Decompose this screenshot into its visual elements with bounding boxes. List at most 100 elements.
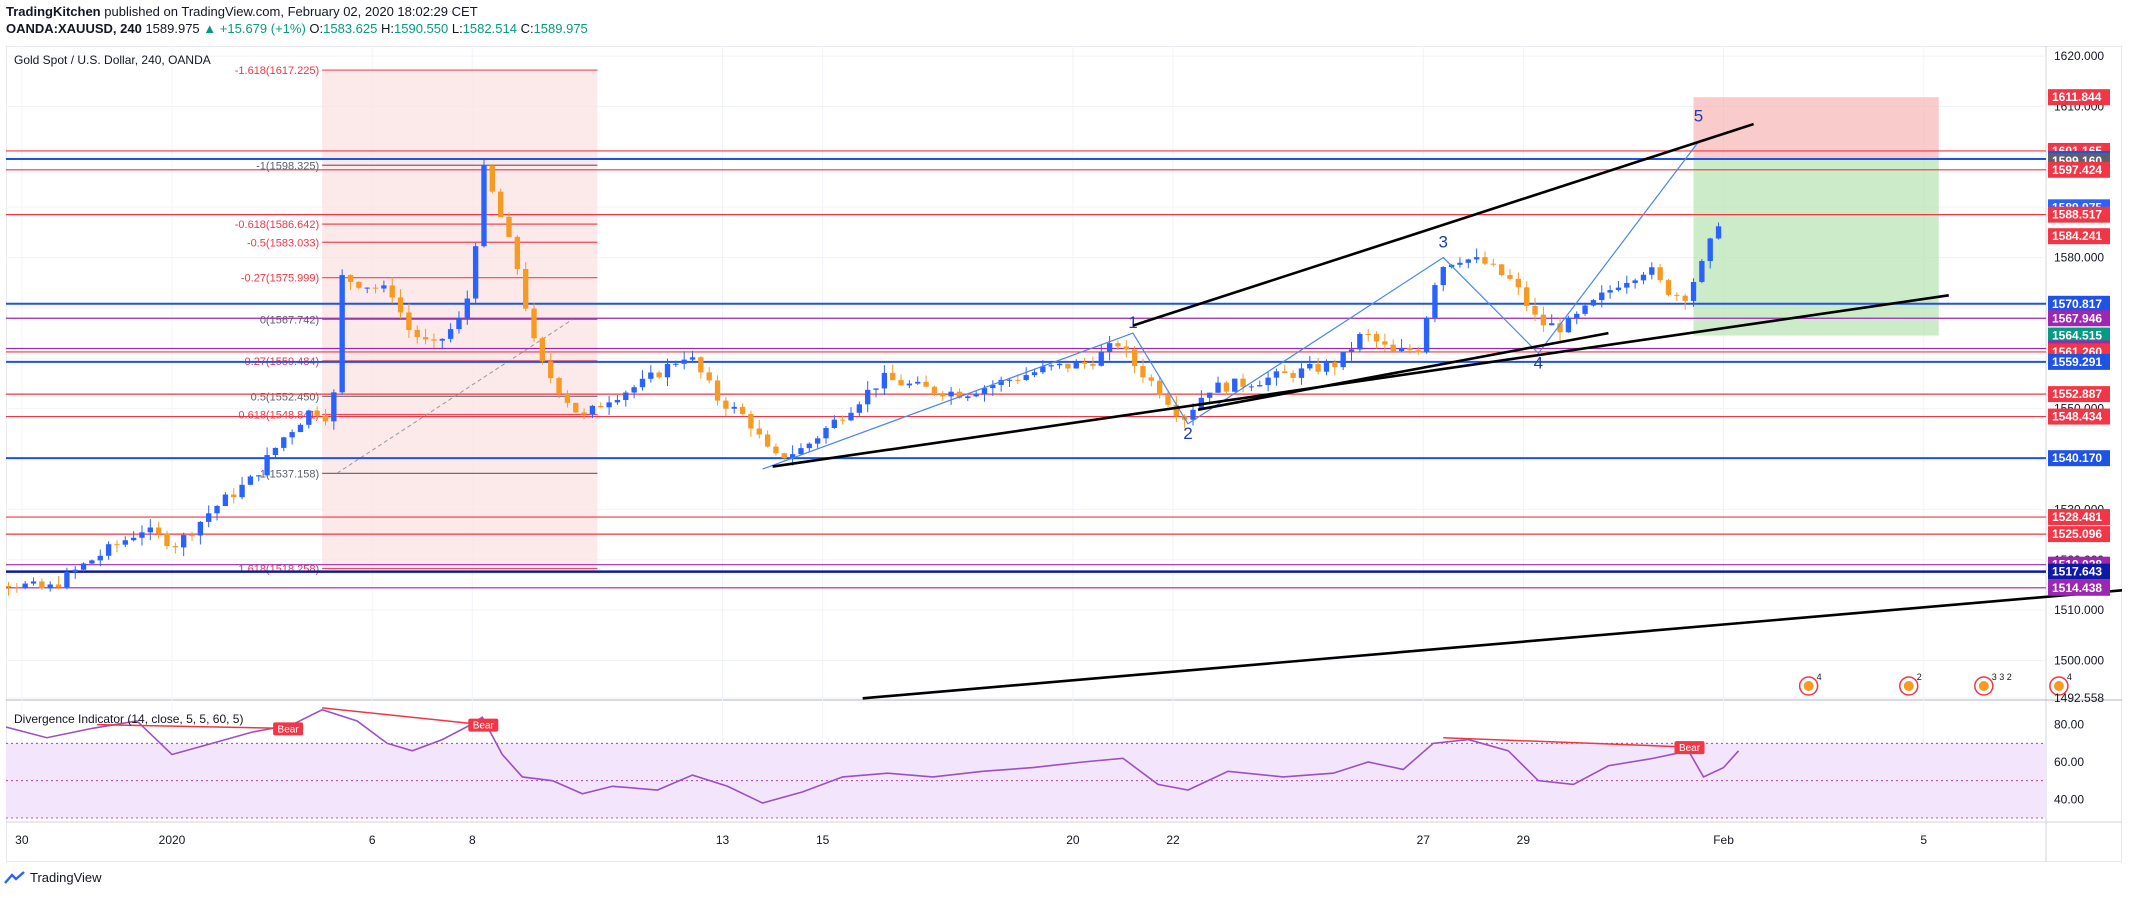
candle-body[interactable] [1507, 275, 1513, 279]
candle-body[interactable] [314, 410, 320, 416]
candle-body[interactable] [256, 475, 262, 477]
trend-line[interactable] [1197, 331, 1609, 411]
candle-body[interactable] [456, 318, 462, 330]
candle-body[interactable] [172, 546, 179, 548]
candle-body[interactable] [689, 357, 696, 360]
tradingview-logo-icon[interactable] [4, 870, 26, 885]
candle-body[interactable] [1382, 341, 1388, 345]
candle-body[interactable] [39, 581, 45, 589]
candle-body[interactable] [281, 437, 287, 448]
candle-body[interactable] [331, 392, 337, 422]
candle-body[interactable] [531, 308, 537, 339]
price-level-tag[interactable] [2048, 327, 2110, 344]
trend-line[interactable] [772, 294, 1949, 468]
candle-body[interactable] [915, 381, 921, 384]
candle-body[interactable] [372, 287, 379, 289]
candle-body[interactable] [1415, 350, 1421, 353]
candle-body[interactable] [823, 427, 829, 439]
candle-body[interactable] [264, 455, 270, 476]
candle-body[interactable] [422, 337, 429, 340]
candle-body[interactable] [973, 394, 979, 397]
candle-body[interactable] [656, 372, 662, 378]
candle-body[interactable] [1682, 295, 1688, 301]
candle-body[interactable] [1298, 368, 1305, 378]
candle-body[interactable] [573, 402, 579, 413]
candle-body[interactable] [564, 393, 571, 403]
candle-body[interactable] [1257, 385, 1263, 387]
candle-body[interactable] [606, 402, 612, 408]
candle-body[interactable] [781, 453, 787, 459]
candle-body[interactable] [347, 275, 354, 282]
candle-body[interactable] [789, 454, 796, 459]
candle-body[interactable] [1190, 409, 1196, 420]
candle-body[interactable] [1440, 267, 1446, 286]
candle-body[interactable] [1699, 261, 1705, 282]
price-level-tag[interactable] [2048, 206, 2110, 223]
candle-body[interactable] [489, 165, 495, 192]
candle-body[interactable] [1232, 378, 1238, 392]
candle-body[interactable] [514, 236, 521, 269]
candle-body[interactable] [614, 399, 621, 403]
candle-body[interactable] [1615, 287, 1622, 291]
candle-body[interactable] [723, 400, 729, 409]
candle-body[interactable] [364, 287, 370, 289]
publisher-name[interactable]: TradingKitchen [6, 4, 101, 19]
candle-body[interactable] [506, 216, 512, 237]
candle-body[interactable] [873, 388, 879, 390]
candle-body[interactable] [1115, 343, 1121, 347]
candle-body[interactable] [1015, 379, 1021, 381]
candle-body[interactable] [47, 584, 53, 589]
candle-body[interactable] [931, 386, 938, 394]
candle-body[interactable] [673, 363, 679, 365]
candle-body[interactable] [1690, 281, 1697, 301]
chart-frame[interactable]: -1.618(1617.225) -1(1598.325) -0.618(1586.… [0, 45, 2130, 863]
candle-body[interactable] [1557, 323, 1563, 333]
candle-body[interactable] [681, 359, 687, 364]
candle-body[interactable] [773, 446, 779, 454]
candle-body[interactable] [431, 339, 437, 341]
candle-body[interactable] [1131, 349, 1138, 367]
candle-body[interactable] [1106, 343, 1113, 352]
candle-body[interactable] [1665, 280, 1672, 295]
candle-body[interactable] [1457, 262, 1463, 265]
price-level-tag[interactable] [2048, 509, 2110, 526]
candle-body[interactable] [1674, 294, 1680, 296]
candle-body[interactable] [1465, 259, 1471, 263]
candle-body[interactable] [1640, 274, 1647, 281]
price-level-tag[interactable] [2048, 295, 2110, 312]
candle-body[interactable] [1040, 366, 1046, 373]
candle-body[interactable] [89, 560, 95, 564]
candle-body[interactable] [356, 281, 362, 288]
candle-body[interactable] [714, 380, 721, 401]
candle-body[interactable] [798, 448, 804, 455]
candle-body[interactable] [381, 285, 387, 289]
candle-body[interactable] [881, 372, 888, 389]
candle-body[interactable] [1081, 362, 1088, 364]
candle-body[interactable] [1240, 378, 1246, 387]
candle-body[interactable] [664, 363, 671, 378]
candle-body[interactable] [1273, 371, 1280, 378]
candle-body[interactable] [1207, 392, 1213, 398]
price-level-tag[interactable] [2048, 526, 2110, 543]
candle-body[interactable] [1498, 264, 1505, 276]
candle-body[interactable] [247, 476, 254, 485]
candle-body[interactable] [1223, 382, 1230, 392]
candle-body[interactable] [97, 555, 103, 561]
candle-body[interactable] [1607, 290, 1613, 293]
candle-body[interactable] [406, 312, 412, 330]
candle-body[interactable] [1332, 362, 1338, 368]
candle-body[interactable] [856, 404, 863, 413]
candle-body[interactable] [648, 372, 654, 379]
rsi-line[interactable] [0, 708, 1740, 804]
price-level-tag[interactable] [2048, 161, 2110, 178]
footer-brand[interactable]: TradingView [30, 870, 102, 885]
candle-body[interactable] [1357, 333, 1363, 350]
candle-body[interactable] [706, 372, 712, 381]
candle-body[interactable] [1432, 285, 1438, 318]
price-level-tag[interactable] [2048, 228, 2110, 245]
candle-body[interactable] [865, 389, 871, 405]
candle-body[interactable] [1657, 267, 1663, 281]
price-level-tag[interactable] [2048, 386, 2110, 403]
candle-body[interactable] [848, 412, 854, 421]
candle-body[interactable] [523, 268, 529, 309]
